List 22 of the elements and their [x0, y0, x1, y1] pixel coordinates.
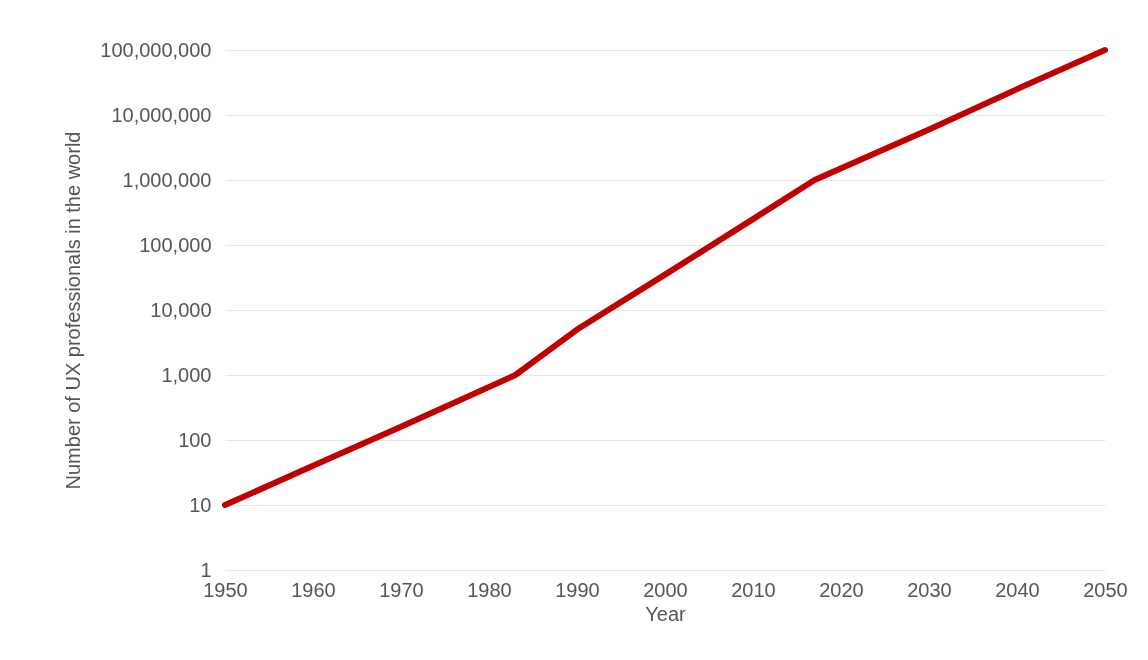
x-tick-label: 2000: [643, 578, 688, 601]
x-tick-label: 1980: [467, 578, 512, 601]
y-tick-label: 1,000,000: [122, 168, 212, 191]
x-tick-label: 2040: [995, 578, 1040, 601]
y-tick-label: 10,000,000: [111, 103, 212, 126]
x-tick-label: 1990: [555, 578, 600, 601]
x-tick-label: 2010: [731, 578, 776, 601]
x-tick-label: 1950: [203, 578, 248, 601]
y-tick-label: 10,000: [150, 298, 212, 321]
x-tick-label: 2050: [1083, 578, 1128, 601]
y-axis-title: Number of UX professionals in the world: [62, 131, 85, 490]
y-tick-label: 10: [189, 493, 212, 516]
y-tick-label: 100: [178, 428, 212, 451]
y-tick-label: 1: [200, 558, 212, 581]
y-tick-label: 100,000: [139, 233, 212, 256]
y-tick-label: 1,000: [161, 363, 212, 386]
x-tick-label: 1970: [379, 578, 424, 601]
x-axis-title: Year: [645, 602, 687, 625]
x-tick-label: 1960: [291, 578, 336, 601]
y-tick-label: 100,000,000: [100, 38, 212, 61]
x-tick-label: 2030: [907, 578, 952, 601]
x-tick-label: 2020: [819, 578, 864, 601]
